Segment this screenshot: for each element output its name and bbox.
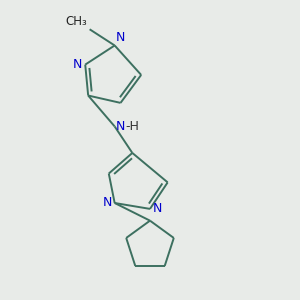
Text: N: N xyxy=(73,58,82,71)
Text: N: N xyxy=(116,120,125,133)
Text: -H: -H xyxy=(126,120,140,133)
Text: N: N xyxy=(153,202,162,215)
Text: CH₃: CH₃ xyxy=(65,15,87,28)
Text: N: N xyxy=(102,196,112,209)
Text: N: N xyxy=(116,31,125,44)
